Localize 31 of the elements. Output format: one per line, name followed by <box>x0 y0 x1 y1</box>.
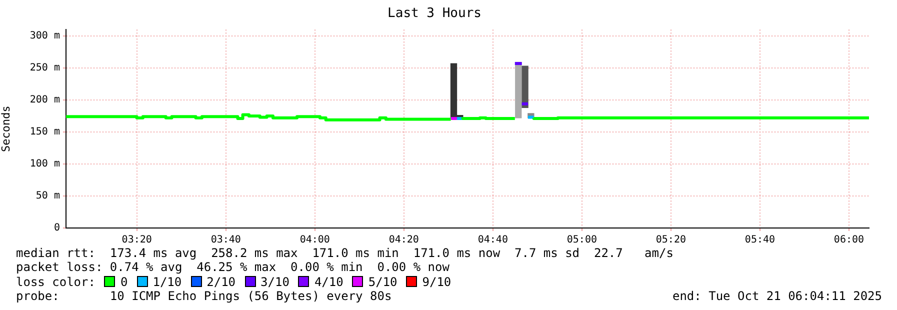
bar <box>522 66 528 108</box>
legend-label: 3/10 <box>260 274 290 289</box>
y-tick-label: 0 <box>54 222 60 234</box>
text: probe: 10 ICMP Echo Pings (56 Bytes) every 80s <box>16 288 392 303</box>
y-tick-label: 250 m <box>30 62 60 74</box>
legend-label: 2/10 <box>206 274 236 289</box>
y-tick-label: 300 m <box>30 30 60 42</box>
legend-label: 0 <box>120 274 128 289</box>
y-tick-label: 100 m <box>30 158 60 170</box>
chart-title: Last 3 Hours <box>388 6 482 22</box>
y-axis-title: Seconds <box>0 106 12 152</box>
legend-title: loss color: <box>16 274 96 289</box>
y-tick-label: 200 m <box>30 94 60 106</box>
x-tick-label: 05:40 <box>744 234 776 246</box>
x-tick-label: 04:00 <box>300 234 330 246</box>
y-tick-label: 50 m <box>36 190 60 202</box>
y-tick-label: 150 m <box>30 126 60 138</box>
x-tick-label: 04:40 <box>478 234 508 246</box>
x-tick-label: 04:20 <box>388 234 419 246</box>
x-tick-label: 05:00 <box>566 234 597 246</box>
text: packet loss: 0.74 % avg 46.25 % max 0.00 % min 0.00 % now <box>16 260 450 275</box>
x-tick-label: 03:40 <box>210 234 241 246</box>
text: end: Tue Oct 21 06:04:11 2025 <box>672 288 882 304</box>
x-tick-label: 03:20 <box>122 234 152 246</box>
text: median rtt: 173.4 ms avg 258.2 ms max 171.0 ms min 171.0 ms now 7.7 ms sd 22.7 am/s <box>16 246 674 260</box>
legend-label: 9/10 <box>422 274 452 289</box>
legend-label: 1/10 <box>152 274 182 289</box>
x-tick-label: 05:20 <box>656 234 686 246</box>
legend-label: 5/10 <box>368 274 398 289</box>
x-tick-label: 06:00 <box>834 234 864 246</box>
legend-label: 4/10 <box>314 274 344 289</box>
